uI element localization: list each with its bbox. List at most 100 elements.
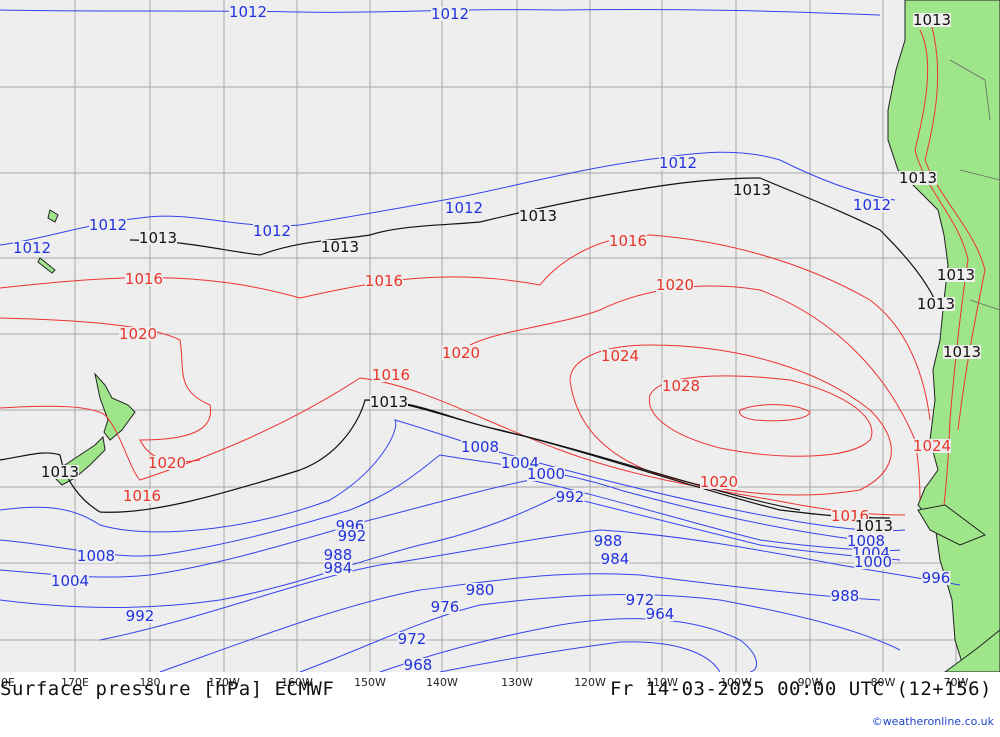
isobar-label-bg: [148, 456, 186, 470]
isobar-label-bg: [119, 327, 157, 341]
lon-tick-label: 170E: [61, 676, 89, 689]
isobar-label-bg: [461, 440, 499, 454]
isobar-label-1008: 1008: [461, 438, 499, 456]
isobar-label-976: 976: [431, 598, 460, 616]
isobar-label-bg: [323, 548, 353, 562]
isobar-label-bg: [13, 241, 51, 255]
isobar-label-bg: [372, 368, 410, 382]
credit-link[interactable]: ©weatheronline.co.uk: [871, 715, 994, 728]
isobar-label-1012: 1012: [659, 154, 697, 172]
isobar-label-bg: [656, 278, 694, 292]
isobar-label-bg: [645, 607, 675, 621]
isobar-label-984: 984: [601, 550, 630, 568]
lon-tick-label: 70W: [944, 676, 969, 689]
isobar-label-1016: 1016: [123, 487, 161, 505]
isobar-label-1013: 1013: [41, 463, 79, 481]
isobar-label-bg: [855, 519, 893, 533]
isobar-label-1016: 1016: [125, 270, 163, 288]
isobar-label-bg: [51, 574, 89, 588]
isobar-label-1008: 1008: [847, 532, 885, 550]
isobar-label-bg: [917, 297, 955, 311]
isobar-label-1020: 1020: [656, 276, 694, 294]
lon-tick-label: 120W: [574, 676, 606, 689]
isobar-label-bg: [527, 467, 565, 481]
isobar-label-bg: [519, 209, 557, 223]
land-tierra-del-fuego: [917, 504, 987, 546]
isobar-label-bg: [397, 632, 427, 646]
isobar-label-bg: [913, 439, 951, 453]
isobar-label-964: 964: [646, 605, 675, 623]
isobar-label-bg: [41, 465, 79, 479]
isobar-label-992: 992: [338, 527, 367, 545]
longitude-ticks: 0E 170E 180 170W 160W 150W 140W 130W 120W 110W 100…: [1, 676, 969, 689]
isobar-label-1013: 1013: [917, 295, 955, 313]
isobar-label-992: 992: [126, 607, 155, 625]
isobar-label-bg: [733, 183, 771, 197]
lon-tick-label: 130W: [501, 676, 533, 689]
isobar-label-bg: [847, 534, 885, 548]
isobar-label-bg: [937, 268, 975, 282]
isobar-label-1012: 1012: [229, 3, 267, 21]
isobar-label-1024: 1024: [913, 437, 951, 455]
isobar-label-1012: 1012: [431, 5, 469, 23]
lon-tick-label: 160W: [281, 676, 313, 689]
isobar-label-992: 992: [556, 488, 585, 506]
map-title: Surface pressure [hPa] ECMWF: [0, 678, 335, 700]
isobar-label-1000: 1000: [527, 465, 565, 483]
isobar-label-1013: 1013: [733, 181, 771, 199]
isobar-label-bg: [229, 5, 267, 19]
isobar-label-bg: [609, 234, 647, 248]
isobar-label-bg: [442, 346, 480, 360]
isobar-label-bg: [854, 555, 892, 569]
isobar-label-1020: 1020: [148, 454, 186, 472]
land-new-zealand-north: [94, 372, 136, 441]
isobar-label-bg: [321, 240, 359, 254]
lon-tick-label: 150W: [354, 676, 386, 689]
isobar-label-988: 988: [594, 532, 623, 550]
isobar-label-bg: [89, 218, 127, 232]
isobar-label-bg: [659, 156, 697, 170]
isobar-label-1016: 1016: [372, 366, 410, 384]
isobar-label-bg: [593, 534, 623, 548]
isobar-label-984: 984: [324, 559, 353, 577]
isobar-label-1012: 1012: [445, 199, 483, 217]
isobar-label-1008: 1008: [77, 547, 115, 565]
axis-strip: [0, 672, 1000, 733]
isobar-label-1012: 1012: [89, 216, 127, 234]
isobar-label-1013: 1013: [519, 207, 557, 225]
land-vanuatu: [47, 209, 59, 223]
isobar-label-1012: 1012: [253, 222, 291, 240]
isobar-label-bg: [662, 379, 700, 393]
isobar-label-1016: 1016: [365, 272, 403, 290]
isobar-label-1013: 1013: [937, 266, 975, 284]
lon-tick-label: 90W: [798, 676, 823, 689]
isobar-label-1004: 1004: [51, 572, 89, 590]
isobar-label-1016: 1016: [609, 232, 647, 250]
isobar-label-1020: 1020: [119, 325, 157, 343]
isobar-label-bg: [600, 552, 630, 566]
isobar-label-1028: 1028: [662, 377, 700, 395]
ocean-area: [0, 0, 1000, 672]
isobar-label-bg: [899, 171, 937, 185]
land-south-america: [887, 0, 1000, 673]
isobar-label-972: 972: [398, 630, 427, 648]
lon-tick-label: 80W: [871, 676, 896, 689]
lon-tick-label: 140W: [426, 676, 458, 689]
isobar-label-bg: [555, 490, 585, 504]
isobar-label-1024: 1024: [601, 347, 639, 365]
isobar-label-bg: [501, 456, 539, 470]
isobar-label-bg: [465, 583, 495, 597]
lon-tick-label: 170W: [208, 676, 240, 689]
isobar-label-bg: [123, 489, 161, 503]
isobar-label-bg: [431, 7, 469, 21]
isobar-label-bg: [921, 571, 951, 585]
isobar-label-bg: [830, 589, 860, 603]
isobar-label-bg: [853, 198, 891, 212]
isobar-label-1013: 1013: [370, 393, 408, 411]
isobar-label-1012: 1012: [853, 196, 891, 214]
isobars-1013: [0, 177, 936, 519]
isobar-label-bg: [913, 13, 951, 27]
lon-tick-label: 0E: [1, 676, 15, 689]
country-borders: [949, 59, 1000, 311]
isobar-label-bg: [700, 475, 738, 489]
